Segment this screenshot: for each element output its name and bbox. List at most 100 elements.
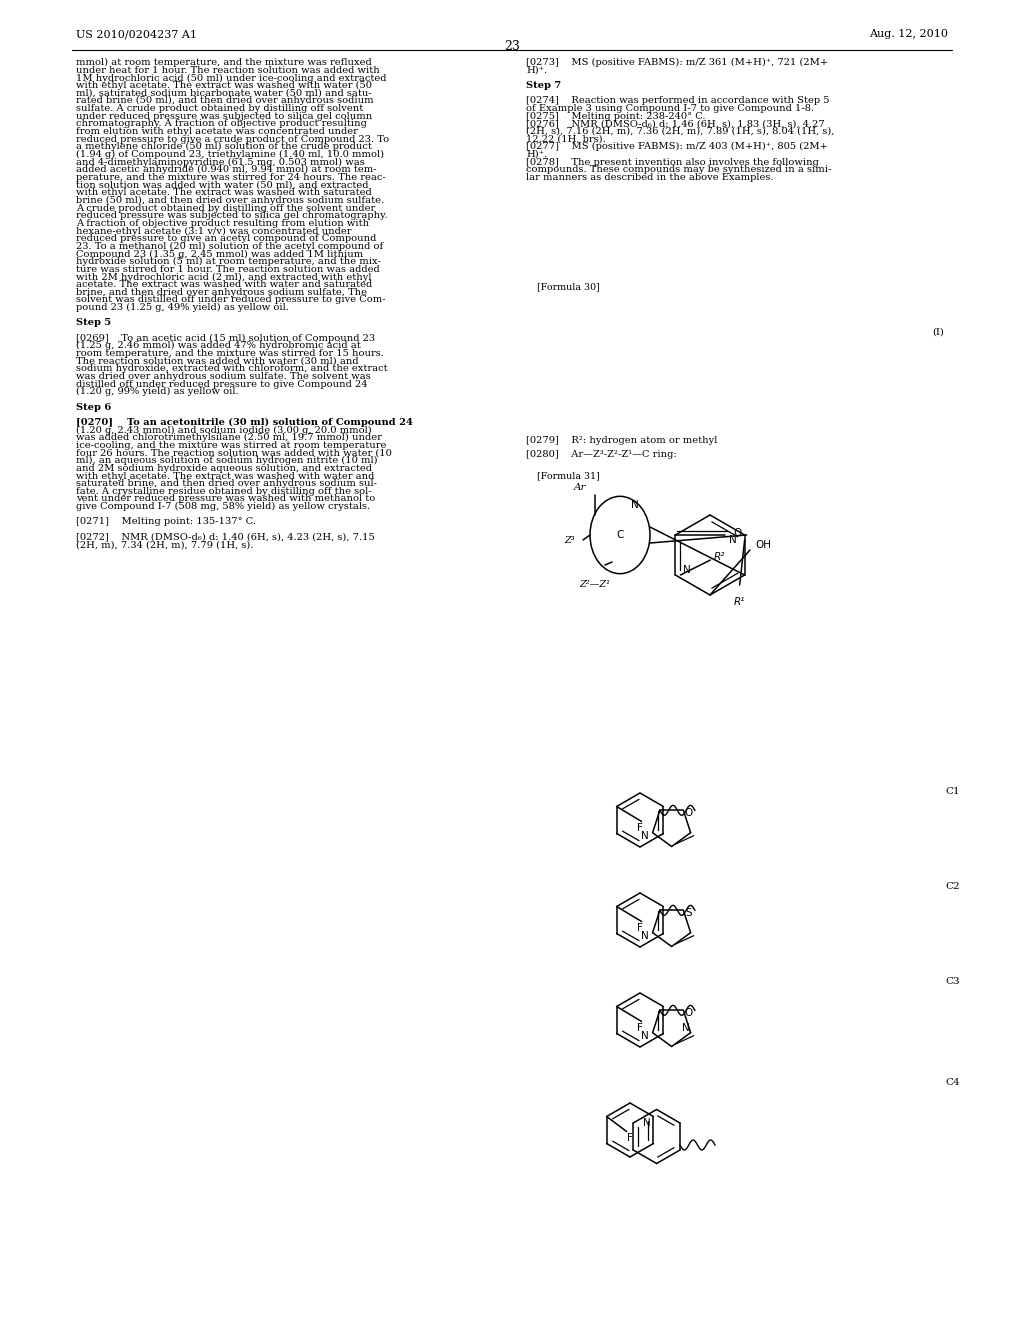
Text: pound 23 (1.25 g, 49% yield) as yellow oil.: pound 23 (1.25 g, 49% yield) as yellow o…: [76, 304, 289, 313]
Text: [0274]    Reaction was performed in accordance with Step 5: [0274] Reaction was performed in accorda…: [526, 96, 829, 106]
Text: of Example 3 using Compound I-7 to give Compound 1-8.: of Example 3 using Compound I-7 to give …: [526, 104, 814, 114]
Text: O: O: [684, 808, 692, 818]
Text: [0273]    MS (positive FABMS): m/Z 361 (M+H)⁺, 721 (2M+: [0273] MS (positive FABMS): m/Z 361 (M+H…: [526, 58, 828, 67]
Text: four 26 hours. The reaction solution was added with water (10: four 26 hours. The reaction solution was…: [76, 449, 391, 458]
Text: C4: C4: [945, 1078, 959, 1086]
Text: N: N: [641, 1031, 648, 1040]
Text: (2H, s), 7.16 (2H, m), 7.36 (2H, m), 7.89 (1H, s), 8.04 (1H, s),: (2H, s), 7.16 (2H, m), 7.36 (2H, m), 7.8…: [526, 127, 835, 136]
Text: Z³: Z³: [564, 536, 575, 545]
Text: 23. To a methanol (20 ml) solution of the acetyl compound of: 23. To a methanol (20 ml) solution of th…: [76, 242, 383, 251]
Text: added acetic anhydride (0.940 ml, 9.94 mmol) at room tem-: added acetic anhydride (0.940 ml, 9.94 m…: [76, 165, 377, 174]
Text: ml), saturated sodium bicarbonate water (50 ml) and satu-: ml), saturated sodium bicarbonate water …: [76, 88, 372, 98]
Text: N: N: [641, 931, 648, 941]
Text: F: F: [637, 923, 643, 933]
Text: brine, and then dried over anhydrous sodium sulfate. The: brine, and then dried over anhydrous sod…: [76, 288, 367, 297]
Text: acetate. The extract was washed with water and saturated: acetate. The extract was washed with wat…: [76, 280, 372, 289]
Text: under heat for 1 hour. The reaction solution was added with: under heat for 1 hour. The reaction solu…: [76, 66, 380, 75]
Text: lar manners as described in the above Examples.: lar manners as described in the above Ex…: [526, 173, 774, 182]
Text: N: N: [631, 500, 639, 510]
Text: The reaction solution was added with water (30 ml) and: The reaction solution was added with wat…: [76, 356, 358, 366]
Text: (2H, m), 7.34 (2H, m), 7.79 (1H, s).: (2H, m), 7.34 (2H, m), 7.79 (1H, s).: [76, 540, 253, 549]
Text: (1.20 g, 2.43 mmol) and sodium iodide (3.00 g, 20.0 mmol): (1.20 g, 2.43 mmol) and sodium iodide (3…: [76, 425, 372, 434]
Text: [0272]    NMR (DMSO-d₆) d: 1.40 (6H, s), 4.23 (2H, s), 7.15: [0272] NMR (DMSO-d₆) d: 1.40 (6H, s), 4.…: [76, 533, 375, 541]
Text: and 4-dimethylaminopyridine (61.5 mg, 0.503 mmol) was: and 4-dimethylaminopyridine (61.5 mg, 0.…: [76, 157, 365, 166]
Text: was added chlorotrimethylsilane (2.50 ml, 19.7 mmol) under: was added chlorotrimethylsilane (2.50 ml…: [76, 433, 382, 442]
Text: vent under reduced pressure was washed with methanol to: vent under reduced pressure was washed w…: [76, 495, 375, 503]
Text: Z²—Z¹: Z²—Z¹: [580, 581, 610, 590]
Text: O: O: [733, 528, 741, 539]
Text: with ethyl acetate. The extract was washed with water and: with ethyl acetate. The extract was wash…: [76, 471, 374, 480]
Text: [Formula 30]: [Formula 30]: [537, 282, 599, 292]
Text: Aug. 12, 2010: Aug. 12, 2010: [869, 29, 948, 40]
Text: sulfate. A crude product obtained by distilling off solvent: sulfate. A crude product obtained by dis…: [76, 104, 364, 114]
Text: fate. A crystalline residue obtained by distilling off the sol-: fate. A crystalline residue obtained by …: [76, 487, 372, 496]
Text: R²: R²: [714, 552, 725, 562]
Text: [Formula 31]: [Formula 31]: [537, 471, 599, 480]
Text: compounds. These compounds may be synthesized in a simi-: compounds. These compounds may be synthe…: [526, 165, 831, 174]
Text: under reduced pressure was subjected to silica gel column: under reduced pressure was subjected to …: [76, 112, 372, 120]
Text: C1: C1: [945, 787, 959, 796]
Text: ml), an aqueous solution of sodium hydrogen nitrite (10 ml): ml), an aqueous solution of sodium hydro…: [76, 457, 378, 466]
Text: a methylene chloride (50 ml) solution of the crude product: a methylene chloride (50 ml) solution of…: [76, 143, 372, 152]
Text: C2: C2: [945, 882, 959, 891]
Text: chromatography. A fraction of objective product resulting: chromatography. A fraction of objective …: [76, 119, 367, 128]
Text: N: N: [643, 1118, 651, 1129]
Text: [0278]    The present invention also involves the following: [0278] The present invention also involv…: [526, 157, 819, 166]
Text: was dried over anhydrous sodium sulfate. The solvent was: was dried over anhydrous sodium sulfate.…: [76, 372, 371, 381]
Text: 1M hydrochloric acid (50 ml) under ice-cooling and extracted: 1M hydrochloric acid (50 ml) under ice-c…: [76, 74, 386, 83]
Text: A crude product obtained by distilling off the solvent under: A crude product obtained by distilling o…: [76, 203, 375, 213]
Text: brine (50 ml), and then dried over anhydrous sodium sulfate.: brine (50 ml), and then dried over anhyd…: [76, 195, 384, 205]
Text: H)⁺.: H)⁺.: [526, 66, 548, 75]
Text: N: N: [682, 1023, 689, 1032]
Text: [0277]    MS (positive FABMS): m/Z 403 (M+H)⁺, 805 (2M+: [0277] MS (positive FABMS): m/Z 403 (M+H…: [526, 143, 828, 152]
Text: and 2M sodium hydroxide aqueous solution, and extracted: and 2M sodium hydroxide aqueous solution…: [76, 463, 372, 473]
Text: 23: 23: [504, 40, 520, 53]
Text: H)⁺.: H)⁺.: [526, 150, 548, 158]
Text: reduced pressure to give an acetyl compound of Compound: reduced pressure to give an acetyl compo…: [76, 234, 376, 243]
Text: A fraction of objective product resulting from elution with: A fraction of objective product resultin…: [76, 219, 369, 228]
Text: from elution with ethyl acetate was concentrated under: from elution with ethyl acetate was conc…: [76, 127, 357, 136]
Text: hexane-ethyl acetate (3:1 v/v) was concentrated under: hexane-ethyl acetate (3:1 v/v) was conce…: [76, 227, 351, 236]
Text: [0280]    Ar—Z³-Z²-Z¹—C ring:: [0280] Ar—Z³-Z²-Z¹—C ring:: [526, 450, 677, 459]
Text: C: C: [616, 531, 624, 540]
Text: give Compound I-7 (508 mg, 58% yield) as yellow crystals.: give Compound I-7 (508 mg, 58% yield) as…: [76, 502, 370, 511]
Text: sodium hydroxide, extracted with chloroform, and the extract: sodium hydroxide, extracted with chlorof…: [76, 364, 387, 374]
Text: N: N: [683, 565, 691, 576]
Text: F: F: [627, 1133, 633, 1143]
Text: solvent was distilled off under reduced pressure to give Com-: solvent was distilled off under reduced …: [76, 296, 385, 305]
Text: Ar: Ar: [573, 483, 587, 491]
Text: Step 7: Step 7: [526, 81, 561, 90]
Text: N: N: [641, 830, 648, 841]
Text: (I): (I): [932, 327, 944, 337]
Text: F: F: [637, 822, 643, 833]
Text: ice-cooling, and the mixture was stirred at room temperature: ice-cooling, and the mixture was stirred…: [76, 441, 386, 450]
Text: [0279]    R²: hydrogen atom or methyl: [0279] R²: hydrogen atom or methyl: [526, 436, 718, 445]
Text: [0270]    To an acetonitrile (30 ml) solution of Compound 24: [0270] To an acetonitrile (30 ml) soluti…: [76, 418, 413, 428]
Text: ture was stirred for 1 hour. The reaction solution was added: ture was stirred for 1 hour. The reactio…: [76, 265, 380, 273]
Text: OH: OH: [755, 540, 771, 550]
Text: US 2010/0204237 A1: US 2010/0204237 A1: [76, 29, 197, 40]
Text: mmol) at room temperature, and the mixture was refluxed: mmol) at room temperature, and the mixtu…: [76, 58, 372, 67]
Text: (1.25 g, 2.46 mmol) was added 47% hydrobromic acid at: (1.25 g, 2.46 mmol) was added 47% hydrob…: [76, 342, 360, 351]
Text: with ethyl acetate. The extract was washed with water (50: with ethyl acetate. The extract was wash…: [76, 81, 372, 90]
Text: tion solution was added with water (50 ml), and extracted: tion solution was added with water (50 m…: [76, 181, 369, 190]
Text: (1.94 g) of Compound 23, triethylamine (1.40 ml, 10.0 mmol): (1.94 g) of Compound 23, triethylamine (…: [76, 150, 384, 160]
Text: [0271]    Melting point: 135-137° C.: [0271] Melting point: 135-137° C.: [76, 517, 256, 527]
Text: reduced pressure was subjected to silica gel chromatography.: reduced pressure was subjected to silica…: [76, 211, 387, 220]
Text: rated brine (50 ml), and then dried over anhydrous sodium: rated brine (50 ml), and then dried over…: [76, 96, 374, 106]
Text: reduced pressure to give a crude product of Compound 23. To: reduced pressure to give a crude product…: [76, 135, 389, 144]
Text: R¹: R¹: [734, 597, 745, 607]
Text: Step 6: Step 6: [76, 403, 111, 412]
Text: room temperature, and the mixture was stirred for 15 hours.: room temperature, and the mixture was st…: [76, 348, 384, 358]
Text: perature, and the mixture was stirred for 24 hours. The reac-: perature, and the mixture was stirred fo…: [76, 173, 385, 182]
Text: (1.20 g, 99% yield) as yellow oil.: (1.20 g, 99% yield) as yellow oil.: [76, 387, 239, 396]
Text: N: N: [729, 535, 736, 545]
Text: [0276]    NMR (DMSO-d₆) d: 1.46 (6H, s), 1.83 (3H, s), 4.27: [0276] NMR (DMSO-d₆) d: 1.46 (6H, s), 1.…: [526, 119, 825, 128]
Text: with ethyl acetate. The extract was washed with saturated: with ethyl acetate. The extract was wash…: [76, 189, 372, 197]
Text: [0269]    To an acetic acid (15 ml) solution of Compound 23: [0269] To an acetic acid (15 ml) solutio…: [76, 334, 375, 343]
Text: saturated brine, and then dried over anhydrous sodium sul-: saturated brine, and then dried over anh…: [76, 479, 377, 488]
Text: Step 5: Step 5: [76, 318, 111, 327]
Text: S: S: [685, 908, 691, 919]
Text: distilled off under reduced pressure to give Compound 24: distilled off under reduced pressure to …: [76, 380, 368, 388]
Text: 12.22 (1H, brs).: 12.22 (1H, brs).: [526, 135, 606, 144]
